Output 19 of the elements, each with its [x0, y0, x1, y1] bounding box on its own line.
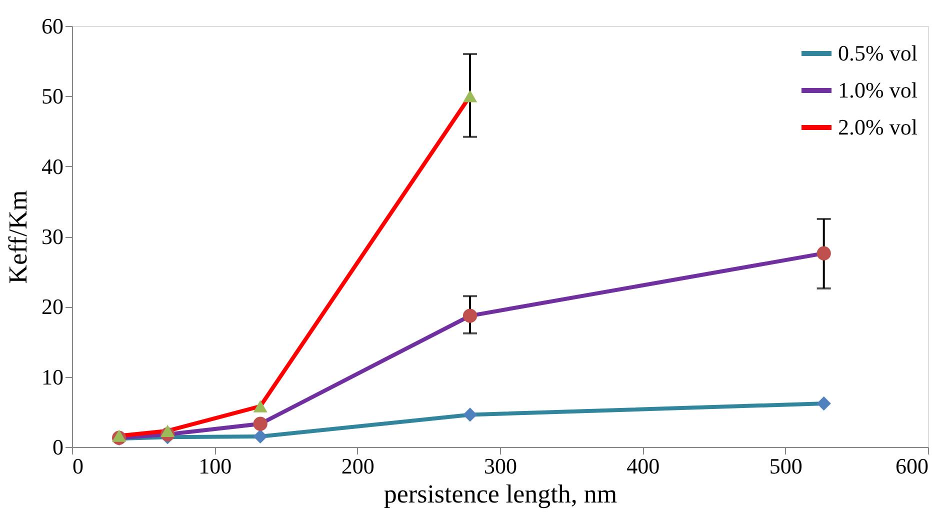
x-tick-label: 300	[484, 454, 517, 478]
y-tick-label: 40	[42, 154, 64, 179]
x-tick-label: 200	[341, 454, 374, 478]
y-tick-label: 10	[42, 364, 64, 390]
x-tick-label: 100	[198, 454, 232, 478]
y-tick-label: 60	[42, 14, 64, 38]
x-tick-label: 500	[769, 454, 802, 478]
y-tick-label: 20	[42, 294, 64, 320]
y-tick-label: 50	[42, 84, 64, 109]
y-tick-label: 0	[52, 434, 64, 460]
legend-label: 0.5% vol	[838, 40, 918, 66]
y-tick-label: 30	[42, 224, 64, 249]
legend-label: 2.0% vol	[838, 114, 918, 140]
y-axis-title: Keff/Km	[4, 190, 32, 284]
x-tick-label: 600	[896, 454, 928, 478]
x-tick-label: 0	[72, 454, 84, 478]
legend-label: 1.0% vol	[838, 78, 918, 102]
x-axis-title: persistence length, nm	[384, 480, 618, 508]
x-tick-label: 400	[626, 454, 660, 478]
